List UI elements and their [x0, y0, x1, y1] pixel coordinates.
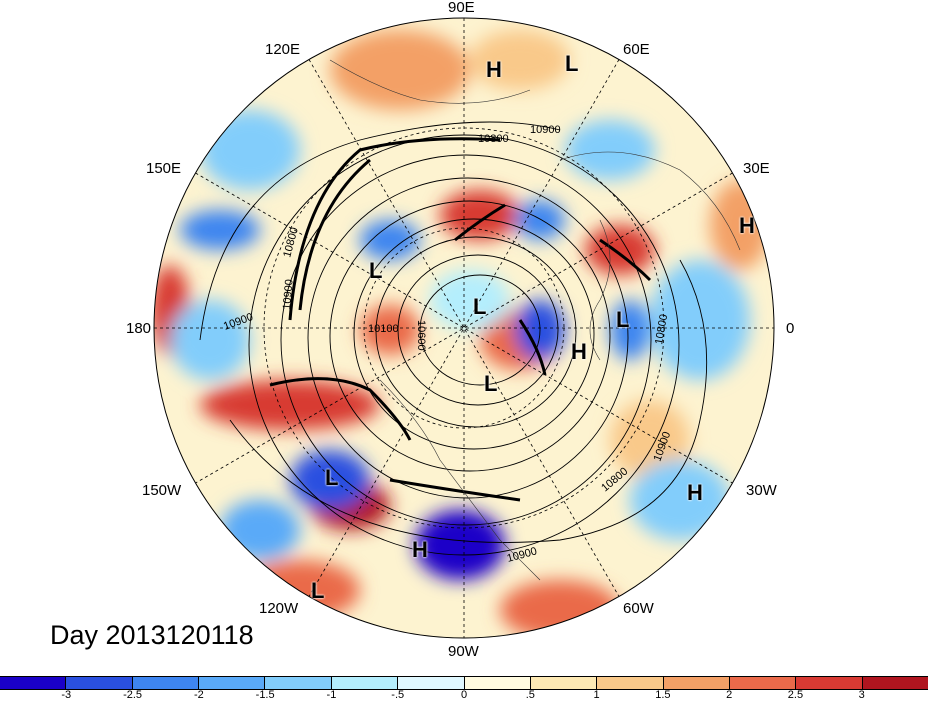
contour-label: 10900: [281, 279, 296, 311]
pressure-center-low: L: [311, 578, 325, 603]
colorbar-swatch: [264, 677, 331, 689]
colorbar-tick-label: -3: [61, 689, 72, 701]
colorbar-swatch: [728, 677, 796, 689]
pressure-center-low: L: [369, 258, 383, 283]
graticule: [154, 18, 774, 638]
pressure-center-low: L: [565, 51, 579, 76]
coastlines: [329, 59, 741, 581]
colorbar-tick-label: 2.5: [787, 689, 804, 701]
colorbar-tick-label: -2.5: [123, 689, 143, 701]
map-title: Day 2013120118: [50, 620, 254, 650]
lon-label-90w: 90W: [448, 643, 479, 660]
pressure-center-low: L: [473, 294, 487, 319]
contour-label: 10600: [415, 320, 427, 351]
colorbar-tick-label: -2: [193, 689, 204, 701]
colorbar-tick-label: .5: [525, 689, 535, 701]
lon-label-0: 0: [786, 320, 795, 337]
colorbar-tick-label: -1.5: [255, 689, 275, 701]
colorbar-tick-label: 2: [726, 689, 733, 701]
colorbar-swatch: [0, 677, 66, 689]
pressure-center-high: H: [412, 537, 428, 562]
jet-streams: [269, 137, 652, 502]
lon-label-90e: 90E: [448, 0, 475, 16]
pressure-center-high: H: [486, 57, 502, 82]
lon-label-150e: 150E: [146, 160, 182, 177]
colorbar-tick-label: 1: [593, 689, 600, 701]
lon-label-120e: 120E: [265, 41, 301, 58]
colorbar-swatch: [463, 677, 530, 689]
colorbar-tick-label: 3: [858, 689, 865, 701]
colorbar-swatch: [330, 677, 398, 689]
colorbar-swatch: [596, 677, 663, 689]
colorbar-swatch: [795, 677, 862, 689]
lon-label-30e: 30E: [743, 160, 770, 177]
pressure-center-high: H: [739, 213, 755, 238]
pressure-center-high: H: [571, 339, 587, 364]
lon-label-120w: 120W: [259, 600, 299, 617]
anomaly-field: [154, 18, 774, 638]
contour-label: 10800: [478, 133, 509, 145]
pressure-center-low: L: [325, 465, 339, 490]
lon-label-60w: 60W: [623, 600, 654, 617]
colorbar-swatch: [65, 677, 132, 689]
lon-label-60e: 60E: [623, 41, 650, 58]
pressure-center-high: H: [687, 480, 703, 505]
colorbar-swatch: [397, 677, 464, 689]
colorbar-swatch: [131, 677, 199, 689]
lon-label-180: 180: [126, 320, 152, 337]
colorbar: [0, 676, 928, 690]
colorbar-tick-label: 1.5: [655, 689, 671, 701]
map-boundary: [153, 17, 775, 639]
colorbar-swatch: [529, 677, 597, 689]
colorbar-tick-label: 0: [460, 689, 468, 701]
colorbar-swatch: [662, 677, 729, 689]
colorbar-swatch: [861, 677, 928, 689]
pressure-center-low: L: [484, 371, 498, 396]
colorbar-swatch: [198, 677, 265, 689]
colorbar-tick-label: -.5: [391, 689, 405, 701]
contour-label: 10100: [368, 323, 399, 335]
contour-label: 10800: [653, 313, 670, 345]
colorbar-tick-label: -1: [326, 689, 337, 701]
lon-label-30w: 30W: [746, 482, 777, 499]
contour-label: 10900: [530, 124, 561, 136]
pressure-center-low: L: [616, 307, 630, 332]
lon-label-150w: 150W: [142, 482, 182, 499]
